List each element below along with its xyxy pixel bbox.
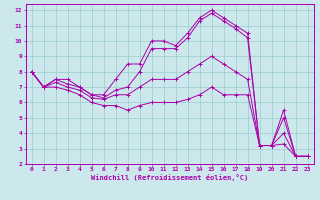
X-axis label: Windchill (Refroidissement éolien,°C): Windchill (Refroidissement éolien,°C)	[91, 174, 248, 181]
